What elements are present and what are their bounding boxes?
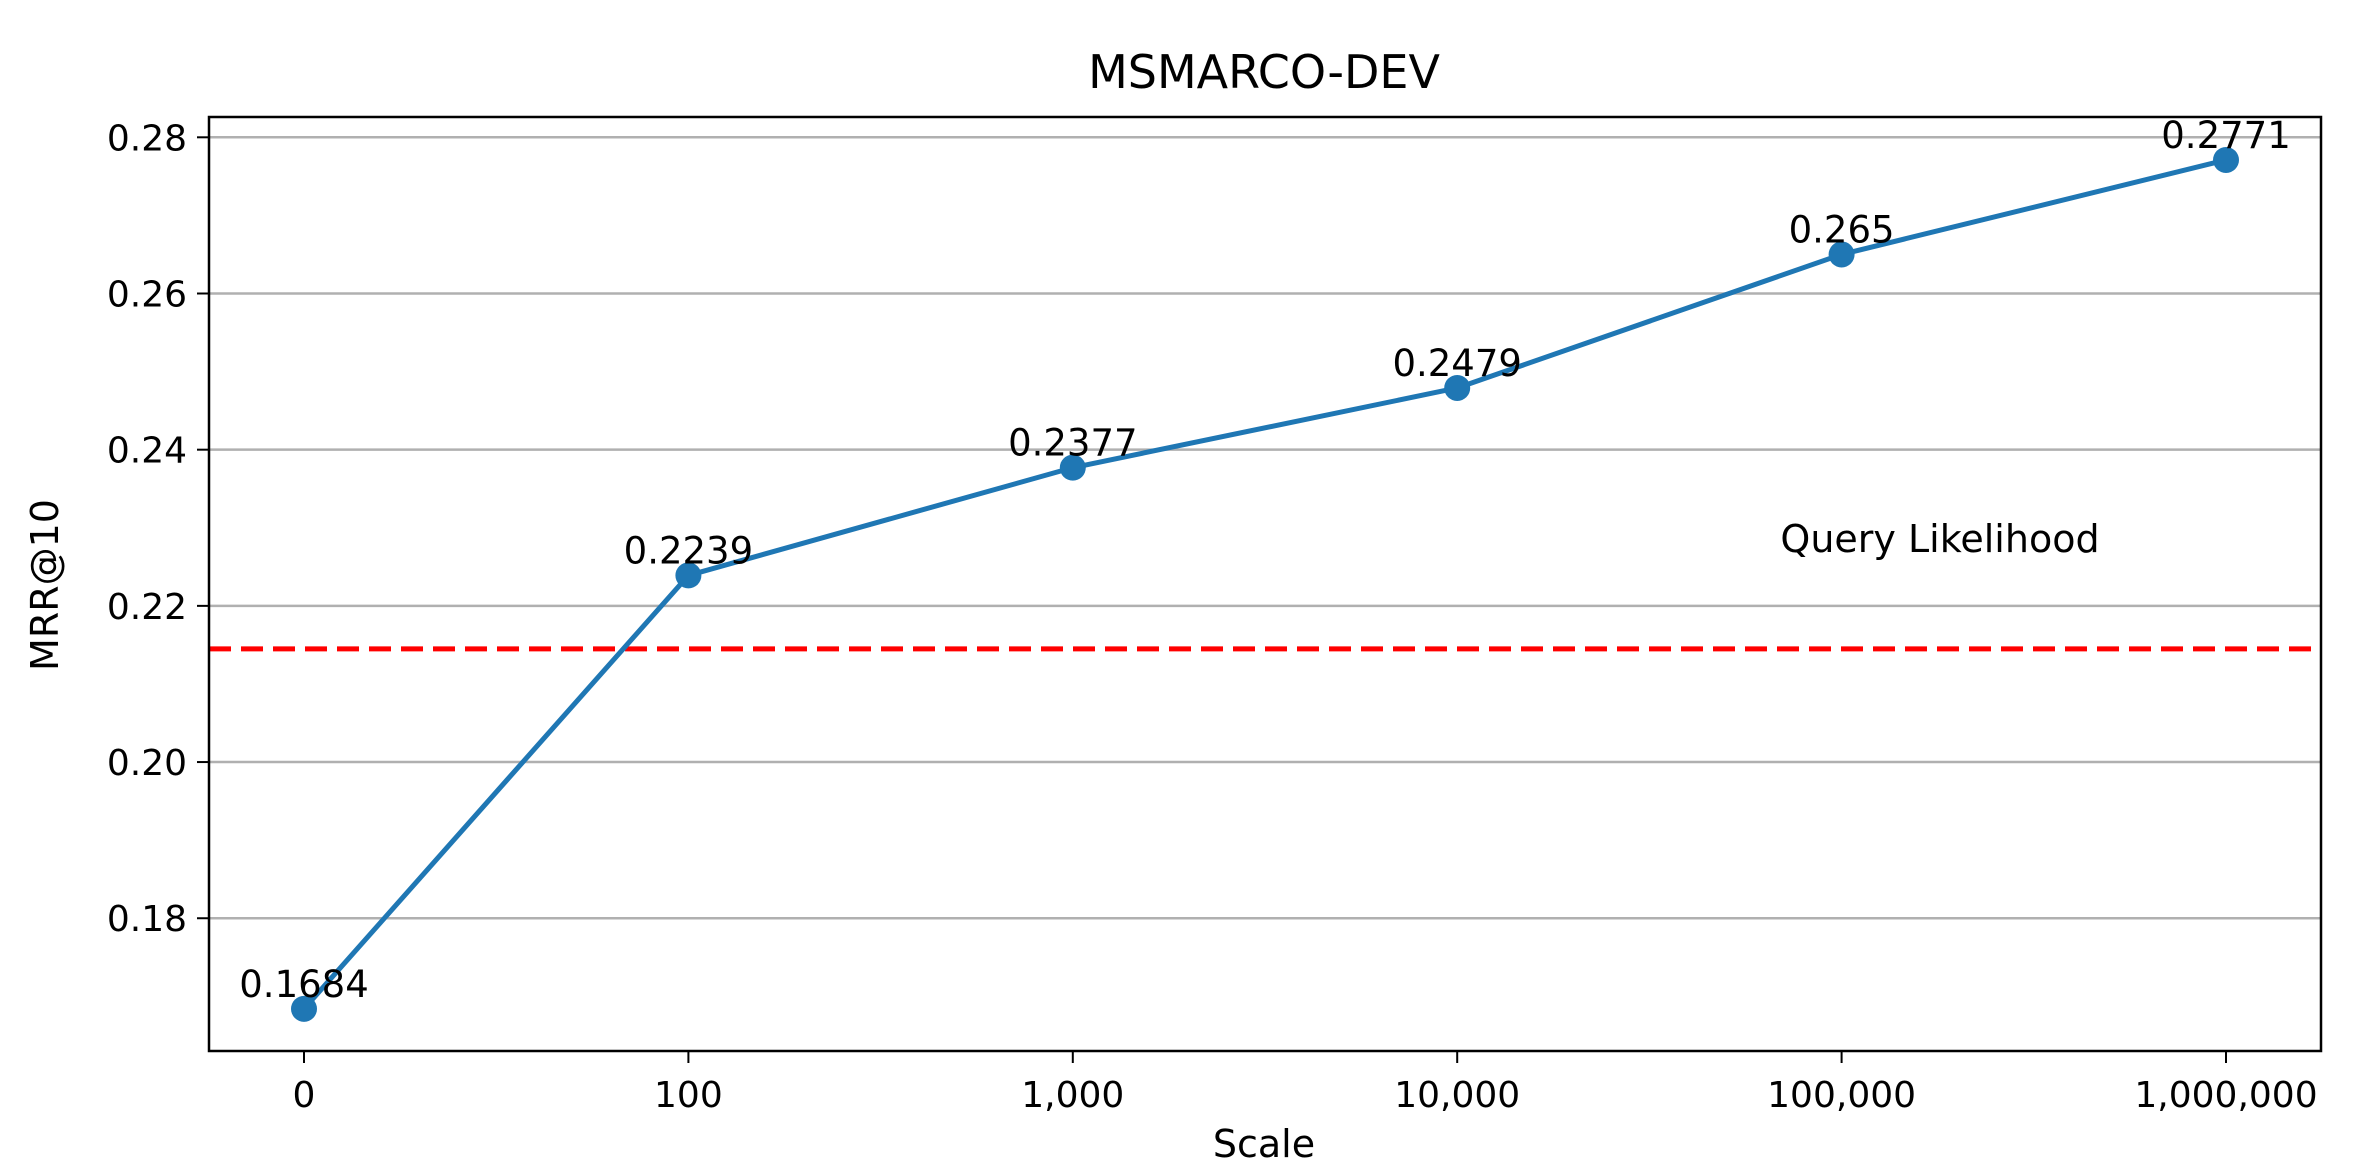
data-label: 0.2239 — [624, 529, 753, 572]
x-axis-ticks: 0 100 1,000 10,000 100,000 1,000,000 — [293, 1051, 2318, 1116]
data-point — [1828, 241, 1855, 268]
data-label: 0.2377 — [1008, 422, 1137, 465]
chart-title: MSMARCO-DEV — [1088, 45, 1440, 99]
y-tick-label: 0.20 — [107, 743, 187, 784]
x-tick-label: 1,000 — [1021, 1075, 1124, 1116]
y-tick-label: 0.18 — [107, 899, 187, 940]
data-label: 0.1684 — [239, 963, 368, 1006]
data-point — [675, 562, 702, 589]
x-tick-label: 10,000 — [1394, 1075, 1520, 1116]
series-line — [302, 157, 2227, 1011]
x-tick-label: 0 — [293, 1075, 316, 1116]
data-point — [291, 995, 317, 1022]
y-tick-label: 0.26 — [107, 274, 187, 315]
y-axis-label: MRR@10 — [23, 499, 67, 671]
data-label: 0.2479 — [1392, 342, 1521, 385]
x-tick-label: 100,000 — [1767, 1075, 1916, 1116]
grid-lines — [209, 136, 2321, 920]
data-point — [2213, 146, 2239, 173]
query-likelihood-annotation: Query Likelihood — [1780, 517, 2099, 561]
data-labels: 0.1684 0.2239 0.2377 0.2479 0.265 0.2771 — [239, 114, 2290, 1006]
x-tick-label: 100 — [654, 1075, 723, 1116]
data-point — [1444, 374, 1471, 401]
plot-frame — [207, 115, 2323, 1053]
y-tick-label: 0.28 — [107, 118, 187, 159]
data-point — [1059, 454, 1086, 481]
data-label: 0.2771 — [2161, 114, 2290, 157]
y-tick-label: 0.24 — [107, 431, 187, 472]
x-axis-label: Scale — [1213, 1122, 1315, 1166]
data-label: 0.265 — [1789, 208, 1895, 251]
y-axis-ticks: 0.18 0.20 0.22 0.24 0.26 0.28 — [107, 118, 209, 940]
series-group — [291, 146, 2239, 1022]
x-tick-label: 1,000,000 — [2134, 1075, 2317, 1116]
y-tick-label: 0.22 — [107, 587, 187, 628]
